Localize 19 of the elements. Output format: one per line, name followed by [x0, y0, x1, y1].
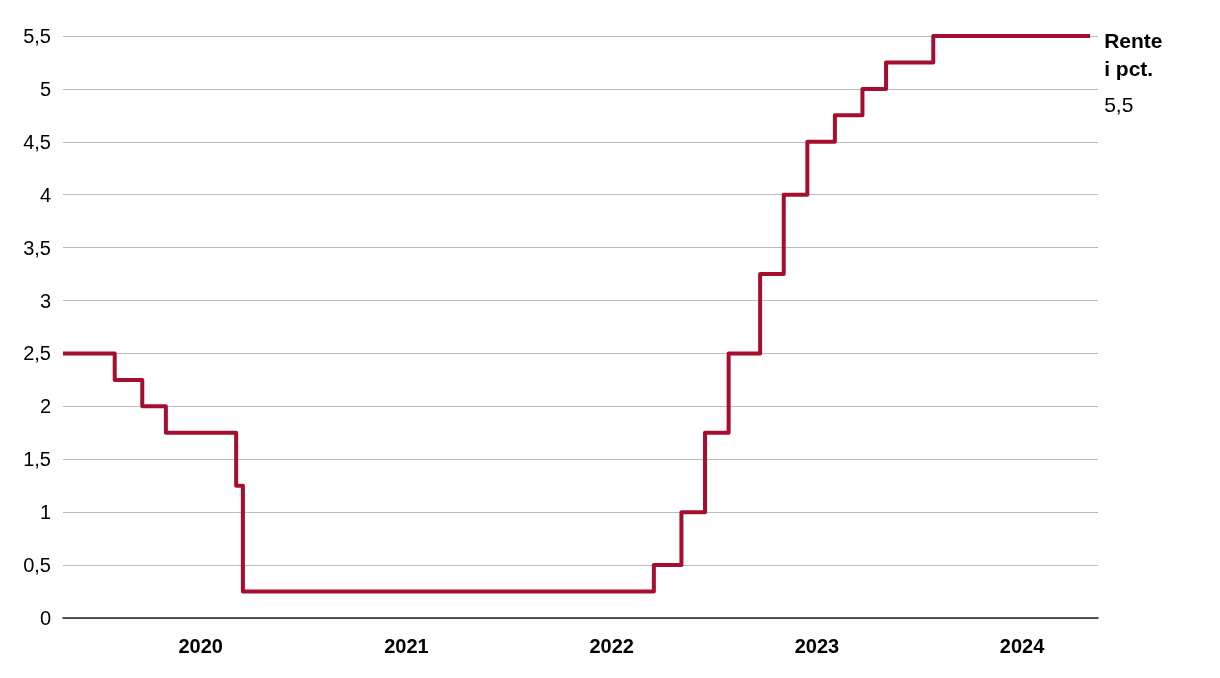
y-tick-label: 5,5	[23, 25, 51, 47]
x-tick-label: 2020	[178, 635, 223, 657]
y-tick-label: 3	[39, 289, 51, 312]
y-tick-label: 1,5	[23, 448, 51, 471]
y-tick-label: 5	[39, 77, 51, 100]
y-tick-label: 1	[39, 501, 51, 524]
y-tick-label: 0,5	[23, 554, 51, 577]
series-label: Rente i pct.	[1104, 28, 1169, 80]
y-tick-label: 4	[39, 183, 51, 206]
y-tick-label: 3,5	[23, 236, 51, 259]
y-tick-label: 0	[39, 607, 51, 629]
y-tick-label: 2,5	[23, 342, 51, 365]
y-tick-label: 4,5	[23, 130, 51, 153]
x-tick-label: 2024	[999, 635, 1046, 657]
x-tick-label: 2023	[794, 635, 840, 657]
data-label: 5,5	[1104, 92, 1134, 116]
y-tick-label: 2	[39, 395, 51, 418]
x-tick-label: 2021	[384, 635, 429, 657]
x-tick-label: 2022	[589, 635, 634, 657]
